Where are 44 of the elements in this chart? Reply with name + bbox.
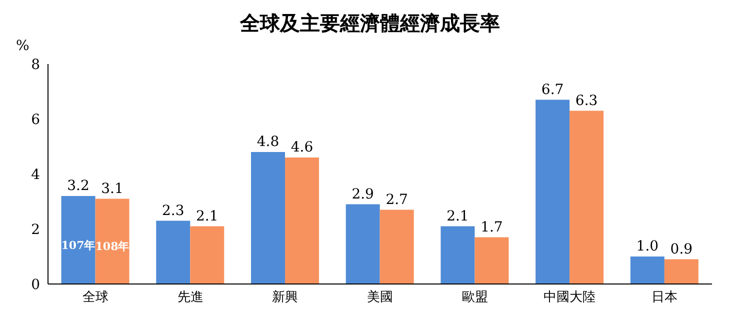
data-label: 1.7 — [480, 219, 503, 236]
bar — [284, 158, 319, 284]
x-tick-label: 新興 — [272, 290, 298, 306]
data-label: 1.0 — [636, 238, 659, 254]
bar — [630, 256, 664, 284]
data-label: 2.9 — [352, 186, 374, 202]
y-tick-label: 6 — [31, 112, 40, 128]
data-label: 2.7 — [386, 192, 408, 208]
bar — [536, 100, 570, 284]
data-label: 6.3 — [575, 92, 598, 109]
data-label: 2.1 — [446, 208, 469, 224]
bar — [250, 152, 285, 284]
data-label: 3.2 — [67, 178, 90, 194]
data-label: 0.9 — [670, 241, 693, 258]
bar — [95, 198, 130, 284]
bar — [190, 226, 224, 284]
series-label: 108年 — [95, 240, 130, 253]
x-tick-label: 美國 — [367, 289, 393, 306]
x-tick-label: 日本 — [652, 290, 678, 306]
bar — [570, 110, 604, 284]
chart-title: 全球及主要經濟體經濟成長率 — [240, 11, 500, 35]
series-label: 107年 — [61, 238, 96, 252]
y-axis-title: % — [16, 38, 30, 54]
y-tick-label: 0 — [31, 276, 40, 293]
bar — [380, 210, 414, 284]
x-tick-label: 全球 — [82, 290, 108, 306]
data-label: 6.7 — [541, 82, 564, 98]
bar — [156, 220, 190, 284]
bar — [664, 259, 698, 284]
x-tick-label: 先進 — [177, 290, 204, 306]
x-tick-label: 中國大陸 — [544, 290, 596, 306]
data-label: 2.1 — [196, 208, 218, 224]
bar — [474, 237, 509, 284]
y-tick-label: 2 — [31, 222, 40, 238]
bar — [440, 226, 475, 284]
x-tick-label: 歐盟 — [462, 290, 488, 306]
bar — [61, 196, 96, 284]
y-tick-label: 4 — [31, 166, 40, 183]
data-label: 4.8 — [256, 134, 280, 150]
bar — [346, 204, 380, 284]
data-label: 4.6 — [290, 140, 314, 156]
y-tick-label: 8 — [31, 56, 40, 73]
data-label: 3.1 — [101, 180, 124, 197]
data-label: 2.3 — [162, 202, 184, 219]
